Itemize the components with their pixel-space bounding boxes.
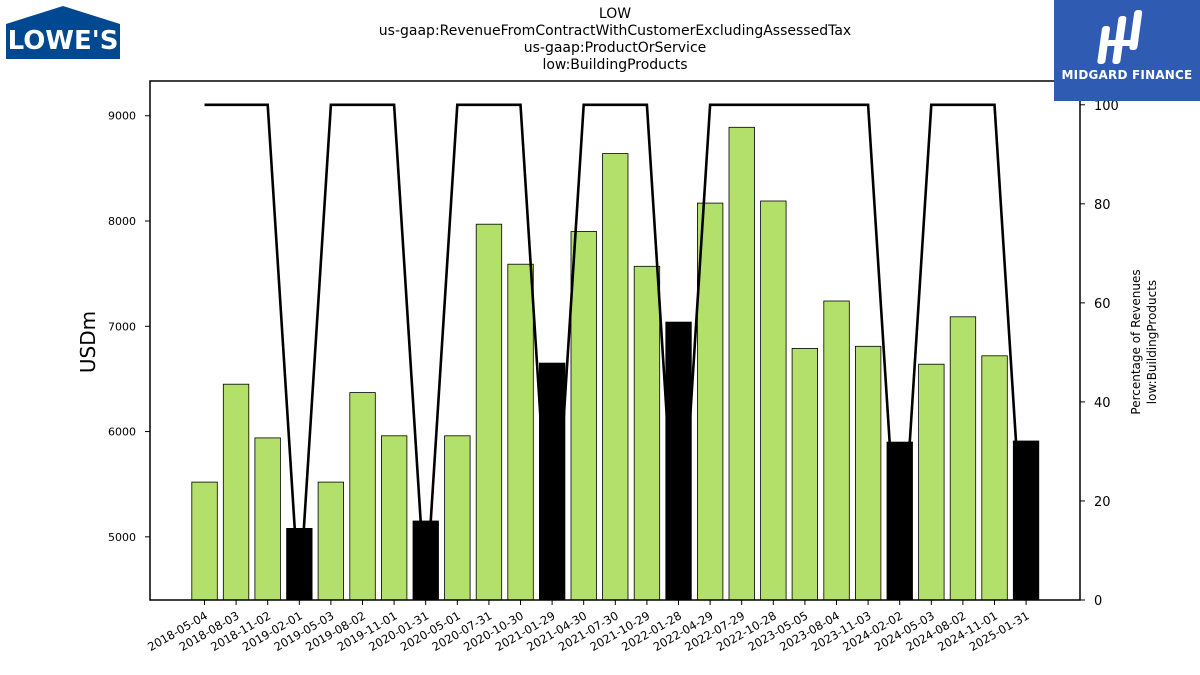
bar xyxy=(254,437,281,601)
bar xyxy=(380,435,408,601)
lowes-logo: LOWE'S xyxy=(6,6,120,59)
lowes-logo-text: LOWE'S xyxy=(8,26,119,56)
bar xyxy=(949,316,977,601)
bar xyxy=(981,355,1008,601)
title-line-2: us-gaap:RevenueFromContractWithCustomerE… xyxy=(378,23,852,39)
bar xyxy=(697,202,724,601)
y2-tick-label: 80 xyxy=(1094,198,1111,213)
bar xyxy=(317,481,345,601)
title-line-1: LOW xyxy=(598,6,632,22)
bar xyxy=(728,126,755,601)
y2-tick-label: 100 xyxy=(1094,99,1119,114)
lowes-logo-roof xyxy=(6,6,120,59)
midgard-logo-text: MIDGARD FINANCE xyxy=(1061,68,1193,82)
bar xyxy=(507,263,534,601)
bar xyxy=(349,392,376,601)
y2-tick-label: 40 xyxy=(1094,396,1111,411)
y2-axis-label-line-1: Percentage of Revenues xyxy=(1129,269,1143,414)
bar xyxy=(791,347,818,601)
y-tick-label: 6000 xyxy=(108,426,136,439)
bar xyxy=(602,153,629,601)
bar xyxy=(539,362,566,601)
midgard-logo: MIDGARD FINANCE xyxy=(1054,0,1200,101)
bar xyxy=(475,223,503,601)
bar xyxy=(633,265,661,601)
y-tick-label: 8000 xyxy=(108,215,136,228)
bar xyxy=(823,300,850,601)
bar xyxy=(855,345,882,601)
y2-tick-label: 20 xyxy=(1094,495,1111,510)
midgard-emblem-icon xyxy=(1097,10,1143,64)
y2-axis-label-line-2: low:BuildingProducts xyxy=(1145,280,1159,404)
y-tick-label: 7000 xyxy=(108,320,136,333)
y-tick-label: 5000 xyxy=(108,531,136,544)
bar xyxy=(191,481,218,601)
y-axis-label: USDm xyxy=(76,311,100,373)
title-line-3: us-gaap:ProductOrService xyxy=(523,40,707,56)
bar xyxy=(222,383,250,601)
y2-tick-label: 0 xyxy=(1094,594,1102,609)
bar xyxy=(918,363,945,601)
y-tick-label: 9000 xyxy=(108,110,136,123)
bar xyxy=(570,231,597,601)
chart-title: LOW us-gaap:RevenueFromContractWithCusto… xyxy=(0,6,1200,74)
percentage-line xyxy=(204,103,1028,601)
bar xyxy=(760,200,787,601)
title-line-4: low:BuildingProducts xyxy=(542,57,688,73)
bar xyxy=(444,435,471,601)
y2-tick-label: 60 xyxy=(1094,297,1111,312)
